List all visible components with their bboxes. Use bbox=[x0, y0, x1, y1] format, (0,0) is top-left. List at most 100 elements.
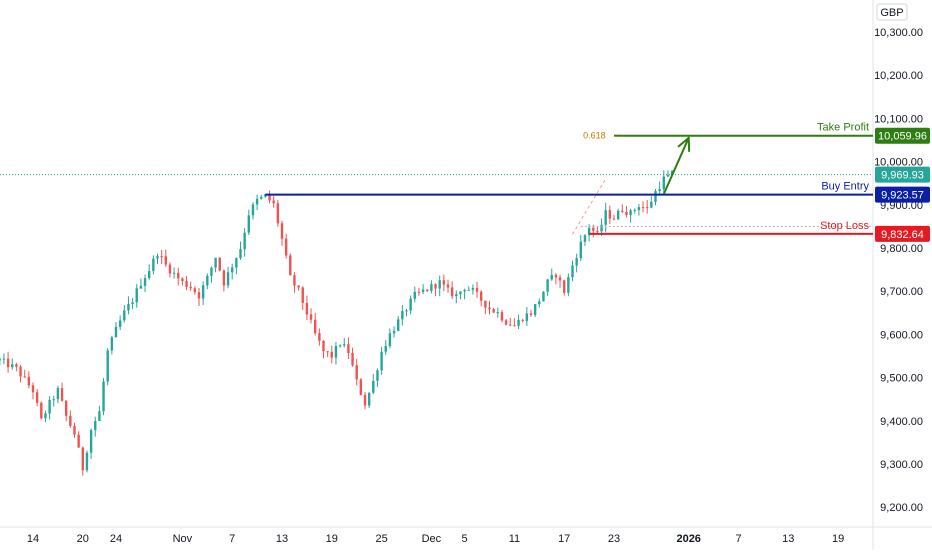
candle-body bbox=[123, 310, 126, 321]
candle-body bbox=[40, 402, 43, 419]
candle-body bbox=[210, 267, 213, 276]
level-label: Take Profit bbox=[817, 122, 869, 134]
candle-body bbox=[89, 430, 93, 453]
candle-body bbox=[0, 359, 2, 361]
candle-body bbox=[621, 210, 624, 212]
candle-body bbox=[231, 267, 234, 273]
candle-body bbox=[181, 278, 184, 282]
candle-body bbox=[193, 288, 197, 293]
candle-body bbox=[662, 176, 665, 190]
candle-body bbox=[106, 350, 109, 382]
candle-body bbox=[255, 198, 259, 205]
y-tick-label: 10,000.00 bbox=[874, 157, 923, 169]
candle-body bbox=[546, 279, 549, 292]
candle-body bbox=[293, 275, 296, 286]
y-tick-label: 9,900.00 bbox=[880, 200, 923, 212]
candle-body bbox=[168, 264, 172, 274]
candle-body bbox=[206, 275, 209, 286]
candle-body bbox=[251, 204, 255, 216]
current-price-badge bbox=[875, 166, 930, 183]
candle-body bbox=[504, 320, 508, 325]
candle-body bbox=[19, 366, 22, 377]
candle-body bbox=[434, 284, 437, 289]
candle-body bbox=[139, 285, 143, 289]
candle-body bbox=[542, 291, 545, 302]
candle-body bbox=[226, 272, 230, 286]
candle-body bbox=[658, 189, 661, 192]
candle-body bbox=[417, 291, 421, 293]
candle-body bbox=[654, 191, 657, 202]
x-tick-label: 7 bbox=[735, 533, 741, 545]
candle-body bbox=[214, 257, 217, 268]
x-tick-label: 11 bbox=[509, 533, 520, 545]
fib-label: 0.618 bbox=[583, 131, 606, 141]
candle-body bbox=[260, 196, 263, 199]
candle-body bbox=[558, 277, 562, 281]
candle-body bbox=[550, 274, 553, 280]
candle-body bbox=[94, 420, 97, 431]
candle-body bbox=[56, 388, 60, 400]
candle-body bbox=[637, 207, 641, 211]
candle-body bbox=[587, 227, 591, 236]
candle-body bbox=[450, 287, 454, 297]
candle-body bbox=[276, 203, 280, 224]
candle-body bbox=[459, 291, 462, 295]
candle-body bbox=[280, 223, 284, 239]
candle-body bbox=[148, 271, 151, 279]
y-tick-label: 10,200.00 bbox=[874, 70, 923, 82]
candle-body bbox=[297, 285, 300, 288]
candle-body bbox=[110, 337, 114, 351]
y-tick-label: 9,400.00 bbox=[880, 416, 923, 428]
candle-body bbox=[446, 284, 450, 288]
x-tick-label: 19 bbox=[326, 533, 338, 545]
x-tick-label: 20 bbox=[77, 533, 89, 545]
candle-body bbox=[421, 289, 425, 292]
candle-body bbox=[69, 415, 72, 426]
candle-body bbox=[268, 194, 271, 201]
level-badge-text: 9,923.57 bbox=[881, 190, 924, 202]
y-tick-label: 9,500.00 bbox=[880, 373, 923, 385]
candle-body bbox=[98, 411, 101, 421]
candle-body bbox=[235, 258, 238, 268]
y-tick-label: 9,700.00 bbox=[880, 286, 923, 298]
y-axis[interactable]: GBP10,300.0010,200.0010,100.0010,000.009… bbox=[874, 3, 923, 514]
candle-body bbox=[15, 364, 18, 367]
candle-body bbox=[405, 310, 408, 312]
candle-body bbox=[538, 301, 541, 305]
candle-body bbox=[326, 351, 329, 353]
candle-body bbox=[177, 272, 180, 279]
candle-body bbox=[484, 300, 487, 308]
currency-label-box[interactable] bbox=[876, 3, 908, 21]
candle-body bbox=[376, 370, 379, 381]
candle-body bbox=[380, 351, 383, 371]
candle-body bbox=[330, 351, 333, 358]
candle-body bbox=[592, 227, 595, 231]
candle-body bbox=[218, 257, 221, 271]
candle-body bbox=[397, 319, 400, 331]
x-axis[interactable]: 14 20 24 Nov 7 13 19 25 Dec 5 11 17 23 2026 7 13 19 bbox=[27, 533, 844, 545]
candle-body bbox=[629, 210, 632, 216]
candle-body bbox=[367, 392, 371, 406]
candle-body bbox=[239, 249, 242, 259]
y-tick-label: 10,300.00 bbox=[874, 27, 923, 39]
x-tick-label: 5 bbox=[462, 533, 468, 545]
candle-body bbox=[467, 289, 470, 291]
candle-body bbox=[641, 207, 645, 209]
y-tick-label: 9,600.00 bbox=[880, 329, 923, 341]
candle-body bbox=[243, 232, 246, 250]
level-label: Stop Loss bbox=[820, 220, 869, 232]
candle-body bbox=[272, 200, 275, 204]
candle-body bbox=[160, 256, 163, 258]
candle-body bbox=[85, 452, 89, 471]
candle-body bbox=[517, 319, 520, 326]
fib-dashed-line bbox=[572, 178, 607, 235]
candle-body bbox=[143, 278, 147, 286]
arrow-head-icon bbox=[677, 135, 691, 152]
candle-body bbox=[604, 210, 607, 225]
candle-body bbox=[533, 304, 537, 316]
x-tick-label: 2026 bbox=[676, 533, 700, 545]
candle-body bbox=[475, 287, 479, 292]
